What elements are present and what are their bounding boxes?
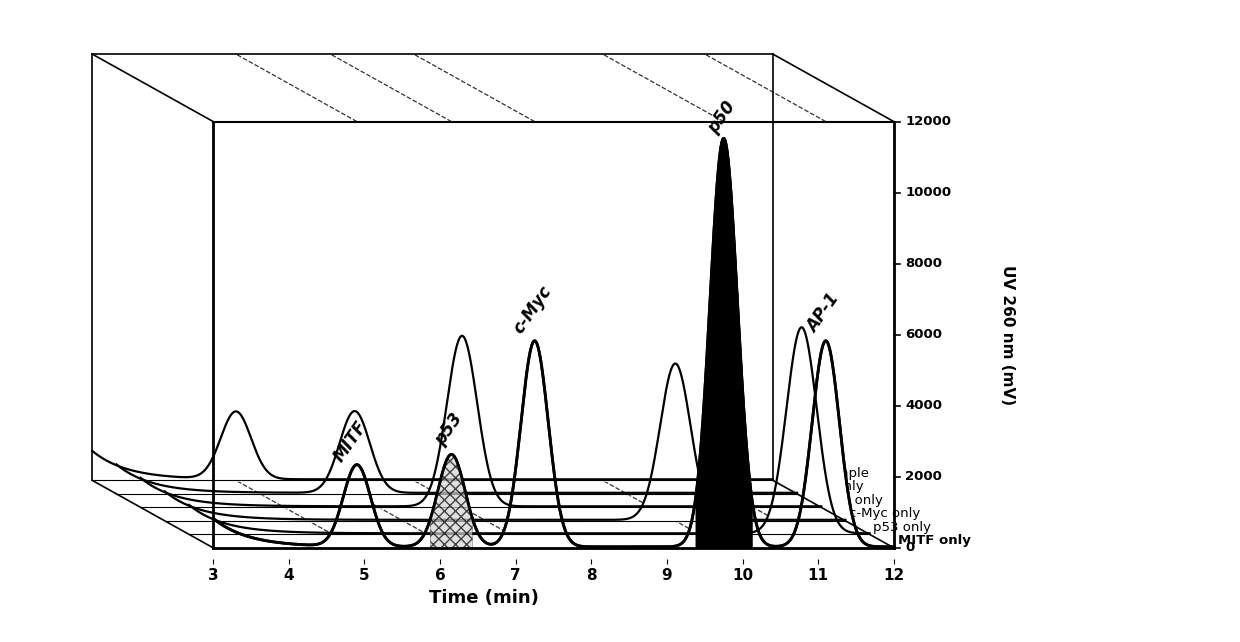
Text: MITF only: MITF only	[898, 534, 971, 548]
Text: UV 260 nm (mV): UV 260 nm (mV)	[999, 265, 1014, 405]
Text: 12000: 12000	[905, 115, 951, 128]
Text: p53 only: p53 only	[873, 521, 931, 534]
Text: p50 only: p50 only	[825, 494, 883, 507]
Text: 8000: 8000	[905, 257, 942, 270]
Text: p53: p53	[432, 410, 466, 449]
Text: p50: p50	[704, 98, 739, 137]
Text: 10000: 10000	[905, 186, 951, 199]
Text: c-Myc: c-Myc	[510, 282, 556, 336]
Text: Mixed sample: Mixed sample	[776, 467, 869, 480]
X-axis label: Time (min): Time (min)	[429, 589, 538, 607]
Text: MITF: MITF	[331, 418, 371, 465]
Text: AP-1 only: AP-1 only	[801, 480, 863, 493]
Text: 0: 0	[905, 541, 914, 555]
Text: 2000: 2000	[905, 471, 942, 483]
Text: c-Myc only: c-Myc only	[849, 507, 920, 521]
Text: 4000: 4000	[905, 399, 942, 412]
Text: AP-1: AP-1	[804, 291, 843, 336]
Text: 6000: 6000	[905, 328, 942, 342]
